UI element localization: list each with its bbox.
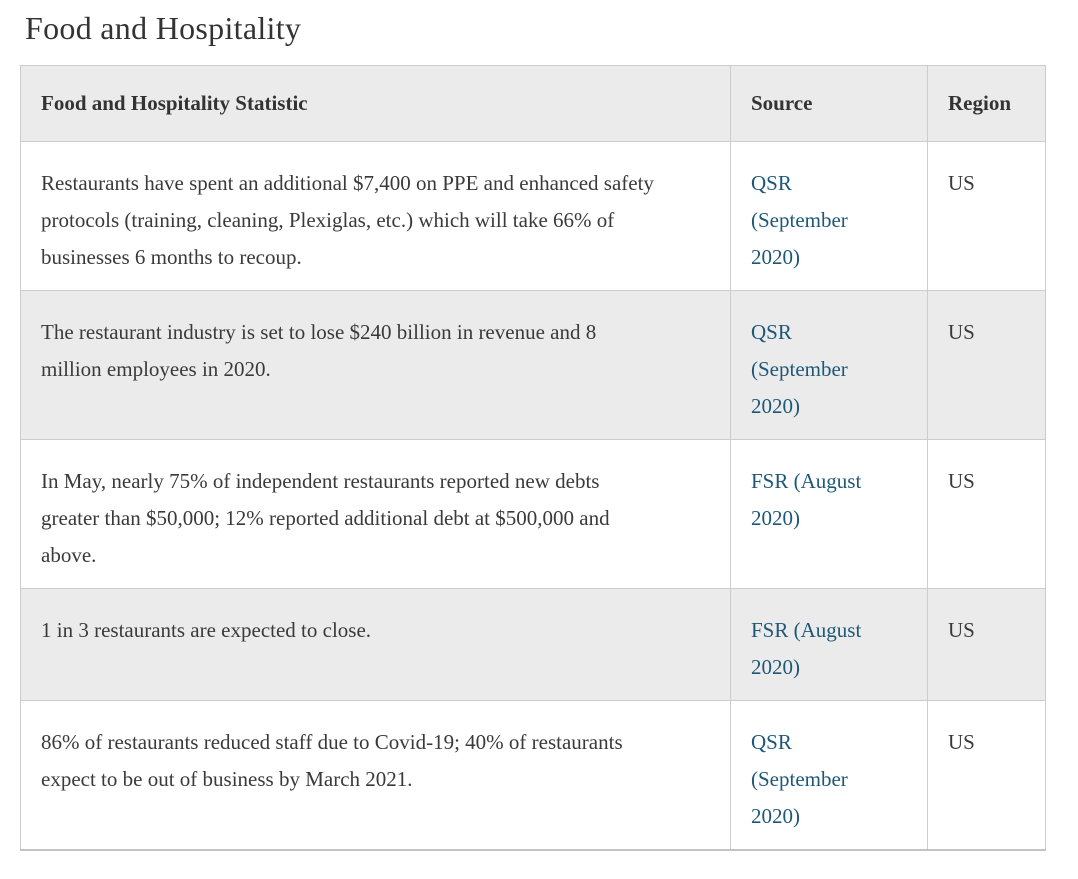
- statistic-text: 86% of restaurants reduced staff due to …: [41, 729, 623, 791]
- region-cell: US: [927, 438, 1046, 589]
- table-row: 86% of restaurants reduced staff due to …: [20, 699, 1046, 851]
- statistic-text: In May, nearly 75% of independent restau…: [41, 468, 610, 567]
- region-cell: US: [927, 587, 1046, 701]
- region-cell: US: [927, 289, 1046, 440]
- source-link[interactable]: FSR (August 2020): [751, 468, 862, 530]
- table-row: 1 in 3 restaurants are expected to close…: [20, 587, 1046, 701]
- source-link[interactable]: QSR (September 2020): [751, 170, 848, 269]
- source-cell: FSR (August 2020): [730, 587, 928, 701]
- header-row: Food and Hospitality Statistic Source Re…: [20, 64, 1046, 142]
- source-cell: QSR (September 2020): [730, 289, 928, 440]
- table-row: Restaurants have spent an additional $7,…: [20, 140, 1046, 291]
- region-text: US: [948, 170, 975, 195]
- statistic-cell: Restaurants have spent an additional $7,…: [20, 140, 731, 291]
- statistic-cell: 1 in 3 restaurants are expected to close…: [20, 587, 731, 701]
- source-cell: QSR (September 2020): [730, 140, 928, 291]
- page-title: Food and Hospitality: [25, 10, 302, 46]
- source-link[interactable]: QSR (September 2020): [751, 319, 848, 418]
- source-cell: FSR (August 2020): [730, 438, 928, 589]
- table-body: Restaurants have spent an additional $7,…: [20, 140, 1046, 851]
- source-link[interactable]: QSR (September 2020): [751, 729, 848, 828]
- table-header: Food and Hospitality Statistic Source Re…: [20, 64, 1046, 142]
- column-header-statistic: Food and Hospitality Statistic: [20, 64, 731, 142]
- statistic-cell: The restaurant industry is set to lose $…: [20, 289, 731, 440]
- statistics-table: Food and Hospitality Statistic Source Re…: [20, 64, 1046, 851]
- statistic-text: 1 in 3 restaurants are expected to close…: [41, 617, 372, 642]
- region-text: US: [948, 617, 975, 642]
- table-row: The restaurant industry is set to lose $…: [20, 289, 1046, 440]
- statistic-text: Restaurants have spent an additional $7,…: [41, 170, 654, 269]
- statistic-cell: 86% of restaurants reduced staff due to …: [20, 699, 731, 851]
- source-cell: QSR (September 2020): [730, 699, 928, 851]
- statistic-cell: In May, nearly 75% of independent restau…: [20, 438, 731, 589]
- region-text: US: [948, 468, 975, 493]
- region-text: US: [948, 729, 975, 754]
- source-link[interactable]: FSR (August 2020): [751, 617, 862, 679]
- region-text: US: [948, 319, 975, 344]
- statistic-text: The restaurant industry is set to lose $…: [41, 319, 597, 381]
- column-header-region: Region: [927, 64, 1046, 142]
- column-header-source: Source: [730, 64, 928, 142]
- region-cell: US: [927, 699, 1046, 851]
- region-cell: US: [927, 140, 1046, 291]
- table-row: In May, nearly 75% of independent restau…: [20, 438, 1046, 589]
